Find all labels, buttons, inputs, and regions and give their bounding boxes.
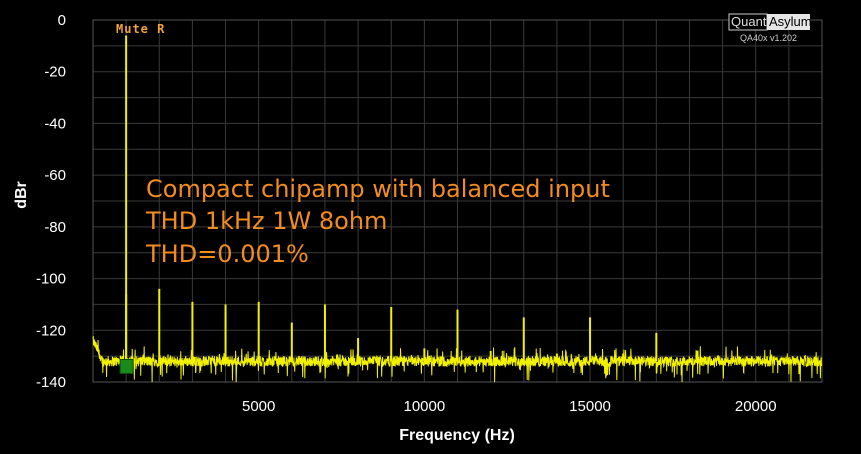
y-tick-label: -80 <box>44 219 66 236</box>
annotation-line-1: Compact chipamp with balanced input <box>146 175 610 203</box>
y-tick-labels: 0 -20 -40 -60 -80 -100 -120 -140 <box>36 12 66 391</box>
x-tick-label: 5000 <box>242 398 275 415</box>
y-tick-label: -40 <box>44 115 66 132</box>
noise-floor-line <box>92 336 823 383</box>
spectrum-trace <box>92 336 823 383</box>
fundamental-marker <box>119 358 134 374</box>
y-tick-label: -140 <box>36 374 66 391</box>
y-axis-title: dBr <box>13 181 30 209</box>
x-tick-label: 10000 <box>404 398 446 415</box>
annotation-line-3: THD=0.001% <box>145 240 309 268</box>
brand-quant: Quant <box>731 14 767 29</box>
y-tick-label: -60 <box>44 167 66 184</box>
mute-label: Mute R <box>116 22 165 36</box>
y-tick-label: -20 <box>44 64 66 81</box>
x-tick-labels: 5000 10000 15000 20000 <box>242 398 777 415</box>
brand-logo: Quant Asylum QA40x v1.202 <box>728 13 812 43</box>
x-tick-label: 15000 <box>569 398 611 415</box>
brand-asylum: Asylum <box>769 14 812 29</box>
x-tick-label: 20000 <box>735 398 777 415</box>
harmonic-spikes <box>125 35 658 362</box>
markers <box>119 358 134 374</box>
x-axis-title: Frequency (Hz) <box>399 427 515 444</box>
brand-version: QA40x v1.202 <box>740 33 797 43</box>
annotation-line-2: THD 1kHz 1W 8ohm <box>145 207 387 235</box>
grid <box>92 19 823 383</box>
y-tick-label: -100 <box>36 271 66 288</box>
plot-border <box>92 19 823 383</box>
y-tick-label: 0 <box>58 12 66 29</box>
y-tick-label: -120 <box>36 322 66 339</box>
